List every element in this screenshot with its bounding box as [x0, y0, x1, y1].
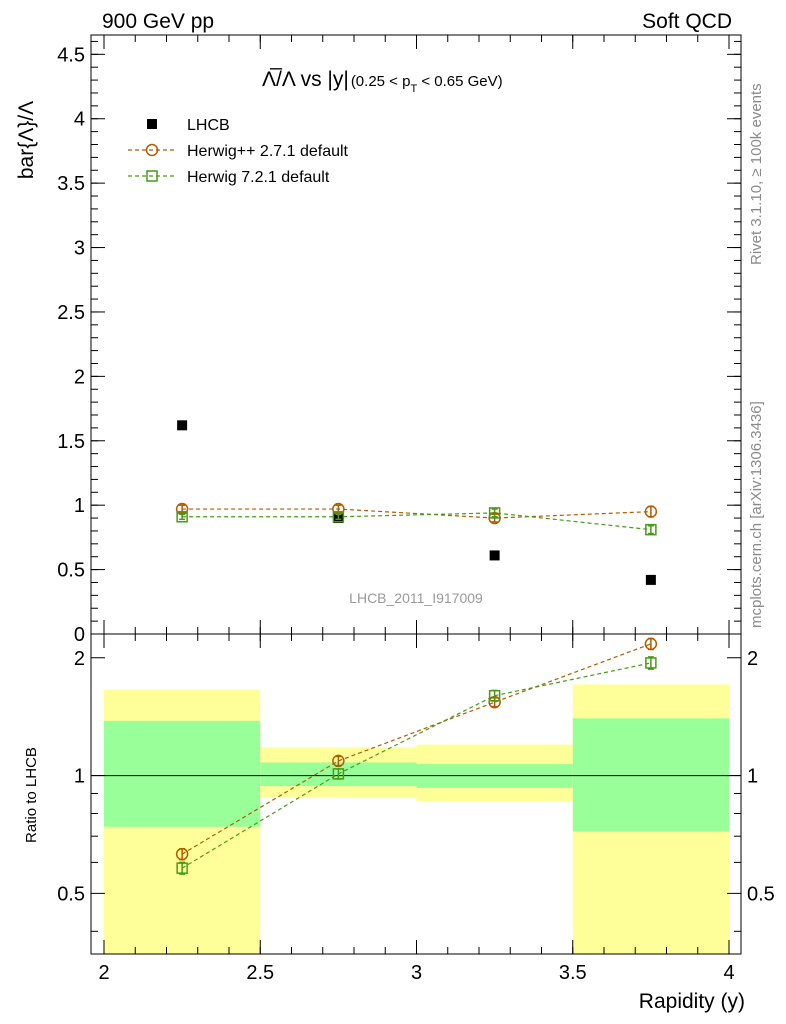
series-2-ratio-point-1 — [332, 768, 345, 780]
series-2-ratio-point-3 — [645, 657, 657, 669]
series-2-legend-label: Herwig 7.2.1 default — [187, 169, 330, 186]
chart-title-main: Λ̅/Λ vs |y| — [262, 68, 349, 91]
analysis-label: LHCB_2011_I917009 — [349, 590, 483, 606]
series-2-legend-marker — [146, 170, 158, 182]
ratio-tick-label-left-0: 0.5 — [57, 883, 85, 905]
series-2-main-line — [182, 512, 651, 531]
series-lines — [181, 508, 652, 869]
x-tick-label-4: 4 — [723, 962, 734, 984]
series-1-legend-marker — [145, 143, 159, 157]
y-tick-label-0: 0 — [74, 624, 85, 646]
ratio-y-axis-label: Ratio to LHCB — [23, 747, 40, 843]
series-2-main-point-0 — [176, 511, 188, 523]
series-2-ratio-line — [181, 662, 651, 869]
x-tick-label-2: 3 — [411, 962, 422, 984]
y-tick-label-4: 2 — [74, 366, 85, 388]
series-0-legend-marker — [147, 119, 157, 129]
y-tick-label-8: 4 — [74, 109, 85, 131]
ratio-tick-label-right-0: 0.5 — [747, 883, 775, 905]
x-tick-label-3: 3.5 — [559, 962, 587, 984]
series-2-ratio-point-2 — [488, 689, 501, 702]
series-1-legend-label: Herwig++ 2.7.1 default — [187, 143, 349, 160]
axis-ticks: 0 0.5 1 1.5 2 2.5 3 3.5 4 4.5 2 2.5 3 3.5 4 0.5 0.5 1 1 2 2 — [57, 35, 775, 984]
series-2-main-point-2 — [488, 507, 501, 519]
ratio-bands — [91, 684, 741, 954]
y-tick-label-7: 3.5 — [57, 173, 85, 195]
rivet-label: Rivet 3.1.10, ≥ 100k events — [748, 83, 765, 265]
ratio-band-stat-3 — [572, 718, 729, 832]
header-right: Soft QCD — [642, 10, 732, 33]
series-0-main-point-0 — [177, 420, 188, 431]
y-tick-label-3: 1.5 — [57, 431, 85, 453]
series-1-main-line — [182, 508, 651, 519]
mcplots-label: mcplots.cern.ch [arXiv:1306.3436] — [748, 401, 765, 628]
series-2-main-point-3 — [645, 523, 657, 536]
y-tick-label-1: 0.5 — [57, 560, 85, 582]
data-markers — [175, 420, 658, 875]
header-left: 900 GeV pp — [102, 10, 214, 33]
series-1-main-point-3 — [644, 505, 658, 518]
series-1-ratio-point-3 — [644, 637, 658, 651]
series-1-ratio-point-1 — [332, 754, 345, 768]
chart-title-cut: (0.25 < p — [351, 73, 411, 90]
y-tick-label-6: 3 — [74, 238, 85, 260]
y-tick-label-5: 2.5 — [57, 302, 85, 324]
y-axis-label: bar{Λ}/Λ — [15, 101, 38, 179]
y-tick-label-9: 4.5 — [57, 44, 85, 66]
chart-title: Λ̅/Λ vs |y| (0.25 < pT < 0.65 GeV) — [262, 68, 503, 95]
chart-title-cut-sub: T — [410, 83, 417, 95]
ratio-band-stat-0 — [104, 720, 261, 827]
x-tick-label-1: 2.5 — [246, 962, 274, 984]
series-2-main-point-1 — [332, 511, 345, 523]
ratio-tick-label-left-2: 2 — [74, 648, 85, 670]
series-0-main-point-3 — [645, 574, 656, 585]
x-tick-label-0: 2 — [98, 962, 109, 984]
ratio-tick-label-right-1: 1 — [747, 766, 758, 788]
series-0-main-point-2 — [489, 550, 500, 561]
chart-title-cut-end: < 0.65 GeV) — [417, 73, 502, 90]
legend: LHCB Herwig++ 2.7.1 default Herwig 7.2.1 d… — [128, 117, 349, 186]
series-2-ratio-point-0 — [176, 862, 188, 874]
series-1-ratio-point-0 — [175, 847, 189, 861]
y-tick-label-2: 1 — [74, 495, 85, 517]
ratio-tick-label-right-2: 2 — [747, 648, 758, 670]
x-axis-label: Rapidity (y) — [639, 990, 745, 1013]
ratio-tick-label-left-1: 1 — [74, 766, 85, 788]
series-0-legend-label: LHCB — [187, 117, 230, 134]
